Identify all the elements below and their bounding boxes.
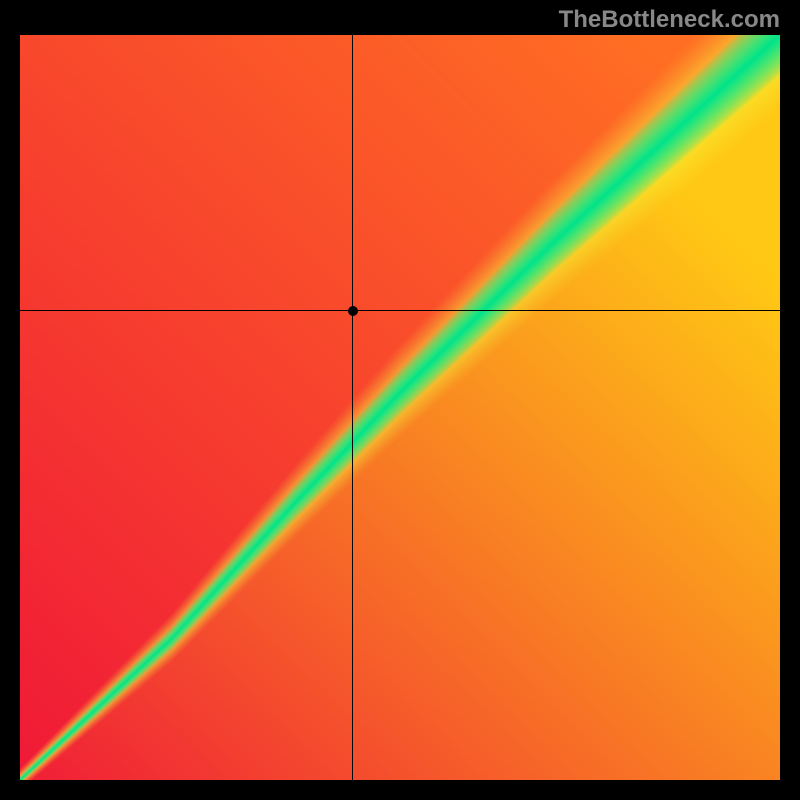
heatmap-canvas (20, 35, 780, 780)
plot-area (20, 35, 780, 780)
crosshair-point (348, 306, 358, 316)
watermark-text: TheBottleneck.com (559, 6, 780, 34)
crosshair-horizontal (20, 310, 780, 311)
chart-container: TheBottleneck.com (0, 0, 800, 800)
crosshair-vertical (352, 35, 353, 780)
